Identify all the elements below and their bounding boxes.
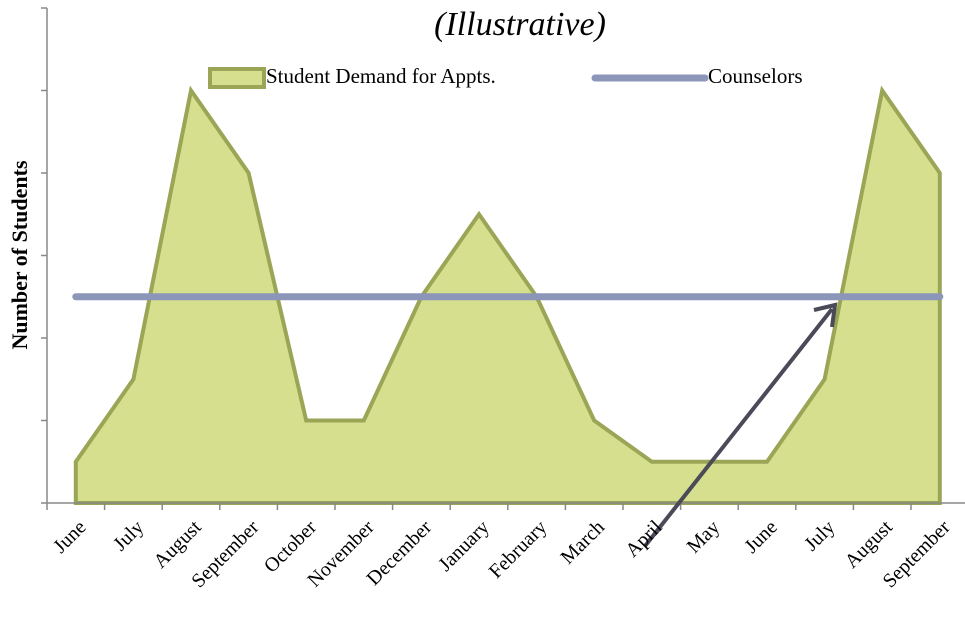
chart-title: (Illustrative)	[434, 6, 606, 43]
x-tick-label: July	[109, 516, 148, 555]
plot-area	[41, 7, 965, 510]
x-tick-label: June	[49, 516, 91, 558]
x-tick-label: June	[740, 516, 782, 558]
legend-label: Student Demand for Appts.	[266, 64, 496, 88]
x-tick-label: February	[485, 516, 552, 583]
legend-swatch	[208, 67, 266, 89]
annotation-arrow	[643, 307, 834, 548]
y-axis-label: Number of Students	[7, 160, 32, 350]
arrow-head	[813, 302, 838, 328]
x-tick-label: April	[621, 516, 667, 562]
legend-label: Counselors	[708, 64, 803, 88]
x-tick-label: July	[800, 516, 839, 555]
x-tick-label: May	[683, 516, 724, 557]
x-tick-label: August	[149, 516, 206, 573]
x-tick-label: August	[841, 516, 898, 573]
x-tick-label: March	[557, 516, 609, 568]
